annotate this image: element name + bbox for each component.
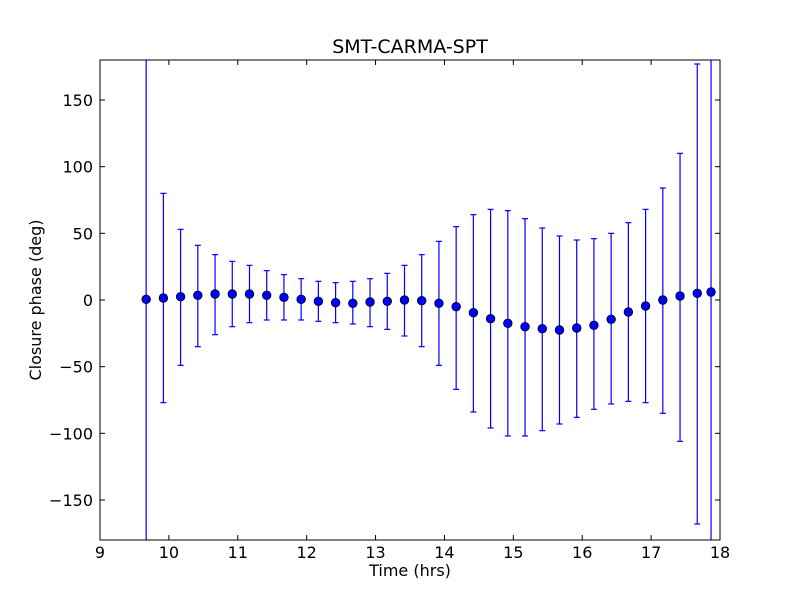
data-point xyxy=(348,298,358,309)
y-axis: 150 100 50 0 −50 −100 −150 xyxy=(49,91,720,510)
data-point xyxy=(658,295,668,305)
x-tick-label: 17 xyxy=(641,543,661,562)
data-point xyxy=(434,298,444,309)
data-point xyxy=(244,289,255,299)
data-point xyxy=(640,301,651,311)
data-point xyxy=(262,290,272,301)
data-point xyxy=(399,295,410,305)
data-point xyxy=(706,287,716,297)
data-point xyxy=(313,296,324,307)
x-tick-label: 12 xyxy=(296,543,316,562)
x-axis: 9 10 11 12 13 14 15 16 17 18 xyxy=(95,60,730,562)
y-axis-label: Closure phase (deg) xyxy=(26,219,45,380)
data-point xyxy=(193,290,203,301)
data-point xyxy=(365,297,375,307)
x-tick-label: 16 xyxy=(572,543,592,562)
data-point xyxy=(382,296,392,307)
data-point xyxy=(417,295,427,306)
data-point xyxy=(210,289,220,299)
data-point xyxy=(606,314,616,325)
y-tick-label: −100 xyxy=(49,424,93,443)
data-point xyxy=(675,291,685,301)
data-point xyxy=(554,325,565,335)
data-point xyxy=(451,301,461,312)
y-tick-label: 0 xyxy=(83,291,93,310)
x-tick-label: 11 xyxy=(228,543,248,562)
data-point xyxy=(330,297,341,308)
x-tick-label: 9 xyxy=(95,543,105,562)
x-tick-label: 10 xyxy=(159,543,179,562)
data-point xyxy=(503,318,513,329)
x-tick-label: 18 xyxy=(710,543,730,562)
y-tick-label: −50 xyxy=(59,358,93,377)
chart-title: SMT-CARMA-SPT xyxy=(332,36,488,58)
y-tick-label: 150 xyxy=(62,91,93,110)
data-point xyxy=(279,292,289,303)
data-point xyxy=(572,323,582,333)
y-tick-label: −150 xyxy=(49,491,93,510)
data-point xyxy=(175,291,186,302)
data-point xyxy=(296,294,306,305)
plot-area xyxy=(141,60,716,540)
x-tick-label: 14 xyxy=(434,543,454,562)
data-point xyxy=(537,323,547,334)
data-point xyxy=(468,307,479,318)
data-point xyxy=(141,294,151,305)
data-point xyxy=(589,320,599,331)
data-point xyxy=(623,307,634,317)
data-point xyxy=(158,293,169,303)
y-tick-label: 50 xyxy=(73,224,93,243)
data-point xyxy=(520,321,530,332)
data-point xyxy=(485,313,496,324)
y-tick-label: 100 xyxy=(62,158,93,177)
x-axis-label: Time (hrs) xyxy=(368,561,451,580)
data-point xyxy=(227,289,237,299)
x-tick-label: 15 xyxy=(503,543,523,562)
x-tick-label: 13 xyxy=(365,543,385,562)
data-point xyxy=(692,288,702,299)
